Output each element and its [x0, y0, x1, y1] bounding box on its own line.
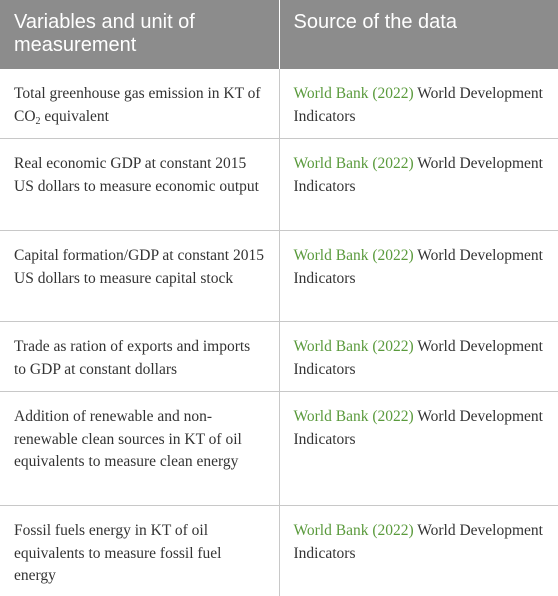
- table-row: Total greenhouse gas emission in KT of C…: [0, 69, 558, 139]
- table-body: Total greenhouse gas emission in KT of C…: [0, 69, 558, 596]
- source-link[interactable]: World Bank (2022): [294, 408, 414, 425]
- header-variables: Variables and unit of measurement: [0, 0, 279, 69]
- source-cell: World Bank (2022) World Development Indi…: [279, 392, 558, 506]
- variable-text-suffix: equivalent: [41, 108, 109, 125]
- variable-cell: Capital formation/GDP at constant 2015 U…: [0, 231, 279, 322]
- table-row: Fossil fuels energy in KT of oil equival…: [0, 506, 558, 596]
- source-link[interactable]: World Bank (2022): [294, 85, 414, 102]
- source-cell: World Bank (2022) World Development Indi…: [279, 506, 558, 596]
- table-row: Real economic GDP at constant 2015 US do…: [0, 139, 558, 231]
- source-link[interactable]: World Bank (2022): [294, 155, 414, 172]
- variable-cell: Real economic GDP at constant 2015 US do…: [0, 139, 279, 231]
- source-link[interactable]: World Bank (2022): [294, 247, 414, 264]
- header-source: Source of the data: [279, 0, 558, 69]
- source-link[interactable]: World Bank (2022): [294, 522, 414, 539]
- variable-cell: Trade as ration of exports and imports t…: [0, 322, 279, 392]
- source-cell: World Bank (2022) World Development Indi…: [279, 69, 558, 139]
- table-row: Addition of renewable and non-renewable …: [0, 392, 558, 506]
- variable-cell: Total greenhouse gas emission in KT of C…: [0, 69, 279, 139]
- source-cell: World Bank (2022) World Development Indi…: [279, 139, 558, 231]
- table-row: Capital formation/GDP at constant 2015 U…: [0, 231, 558, 322]
- header-row: Variables and unit of measurement Source…: [0, 0, 558, 69]
- variable-cell: Fossil fuels energy in KT of oil equival…: [0, 506, 279, 596]
- table-header: Variables and unit of measurement Source…: [0, 0, 558, 69]
- source-cell: World Bank (2022) World Development Indi…: [279, 231, 558, 322]
- variable-cell: Addition of renewable and non-renewable …: [0, 392, 279, 506]
- table-row: Trade as ration of exports and imports t…: [0, 322, 558, 392]
- source-link[interactable]: World Bank (2022): [294, 338, 414, 355]
- source-cell: World Bank (2022) World Development Indi…: [279, 322, 558, 392]
